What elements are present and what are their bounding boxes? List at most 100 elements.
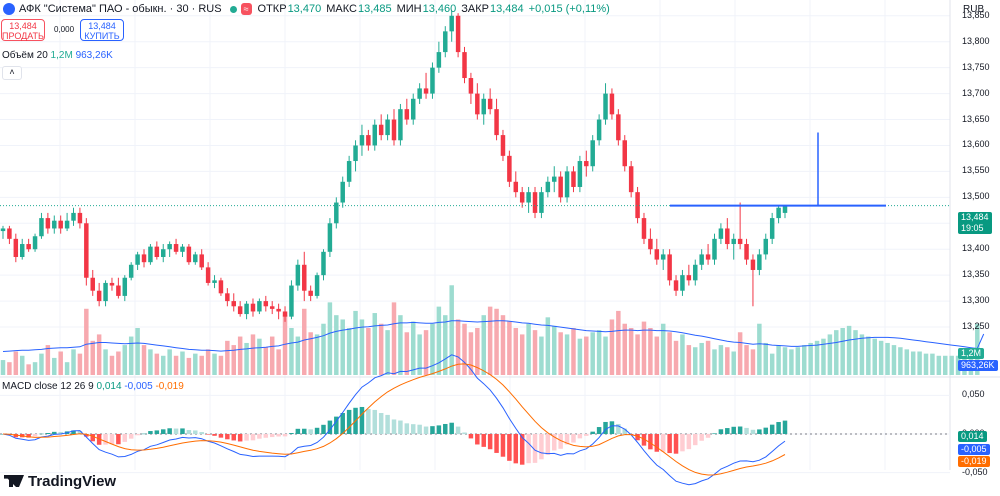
- volume-bar: [609, 319, 615, 375]
- macd-histogram-bar: [750, 429, 756, 434]
- candle-body: [417, 88, 422, 99]
- volume-bar: [891, 345, 897, 375]
- symbol-title[interactable]: АФК "Система" ПАО - обыкн. · 30 · RUS: [19, 3, 222, 15]
- volume-bar: [77, 353, 83, 375]
- macd-histogram-bar: [109, 434, 115, 445]
- macd-histogram-bar: [116, 434, 121, 445]
- volume-bar: [686, 345, 692, 375]
- price-axis-tick: 13,800: [962, 35, 990, 46]
- candle-body: [45, 218, 51, 229]
- volume-bar: [943, 355, 948, 375]
- volume-bar: [423, 330, 429, 375]
- macd-histogram-bar: [225, 434, 230, 440]
- price-axis-tick: 13,600: [962, 139, 990, 150]
- macd-histogram-bar: [577, 434, 583, 439]
- candle-body: [250, 303, 256, 312]
- macd-histogram-bar: [45, 433, 51, 434]
- candle-body: [628, 166, 634, 193]
- macd-histogram-bar: [289, 433, 294, 434]
- candle-body: [237, 306, 243, 315]
- chevron-up-icon[interactable]: ˄: [2, 66, 22, 80]
- volume-bar: [923, 353, 929, 375]
- macd-histogram-bar: [26, 434, 31, 438]
- candle-body: [302, 264, 307, 291]
- macd-histogram-bar: [449, 422, 454, 434]
- volume-bar: [571, 328, 576, 375]
- candle-body: [212, 280, 217, 283]
- candle-body: [423, 88, 429, 94]
- volume-bar: [225, 340, 230, 375]
- volume-bar: [917, 351, 922, 375]
- volume-bar: [641, 321, 647, 375]
- volume-bar: [827, 334, 833, 375]
- price-axis-tick: 13,400: [962, 243, 990, 254]
- volume-bar: [391, 302, 397, 375]
- candle-body: [205, 267, 211, 283]
- macd-histogram-bar: [154, 430, 160, 434]
- volume-bar: [13, 351, 19, 375]
- sell-price: 13,484: [9, 21, 37, 31]
- macd-histogram-bar: [443, 423, 448, 434]
- macd-histogram-bar: [193, 430, 198, 434]
- sell-button[interactable]: 13,484 ПРОДАТЬ: [1, 19, 45, 41]
- volume-bar: [564, 334, 570, 375]
- buy-label: КУПИТЬ: [84, 31, 120, 41]
- currency-label[interactable]: RUB: [963, 4, 985, 15]
- volume-bar: [545, 317, 551, 375]
- volume-bar: [327, 302, 333, 375]
- candle-body: [58, 220, 63, 229]
- volume-bar: [750, 349, 756, 375]
- macd-legend[interactable]: MACD close 12 26 9 0,014 -0,005 -0,019: [2, 381, 184, 392]
- volume-bar: [885, 342, 890, 375]
- volume-legend[interactable]: Объём 20 1,2M 963,26K: [2, 50, 113, 61]
- volume-bar: [308, 332, 313, 375]
- buy-price: 13,484: [88, 21, 116, 31]
- macd-histogram-bar: [282, 434, 288, 437]
- volume-bar: [616, 310, 621, 375]
- volume-bar: [904, 349, 910, 375]
- buy-button[interactable]: 13,484 КУПИТЬ: [80, 19, 124, 41]
- volume-bar: [45, 345, 51, 375]
- macd-histogram-bar: [103, 434, 108, 445]
- candle-body: [404, 109, 410, 120]
- macd-histogram-bar: [654, 434, 660, 452]
- macd-histogram-bar: [295, 428, 301, 434]
- tradingview-logo[interactable]: TradingView: [4, 472, 116, 490]
- candle-body: [577, 161, 583, 187]
- volume-bar: [731, 351, 736, 375]
- macd-histogram-bar: [378, 413, 384, 434]
- volume-bar: [193, 353, 198, 375]
- volume-legend-label: Объём 20: [2, 50, 48, 61]
- volume-bar: [475, 328, 480, 375]
- candle-body: [622, 140, 627, 167]
- sell-label: ПРОДАТЬ: [2, 31, 44, 41]
- macd-histogram-bar: [237, 434, 243, 442]
- volume-bar: [19, 355, 25, 375]
- volume-bar: [7, 362, 12, 375]
- volume-bar: [680, 334, 685, 375]
- macd-histogram-bar: [308, 429, 313, 434]
- price-axis-tick: 13,700: [962, 87, 990, 98]
- volume-bar: [161, 355, 166, 375]
- volume-bar: [648, 328, 653, 375]
- candle-body: [744, 244, 749, 260]
- macd-legend-macd: -0,005: [124, 381, 153, 392]
- close-value: 13,484: [490, 3, 524, 15]
- candle-body: [558, 176, 563, 198]
- candle-body: [693, 264, 698, 281]
- candle-body: [654, 249, 660, 260]
- candle-body: [641, 218, 647, 239]
- candle-body: [584, 161, 589, 167]
- candle-body: [481, 98, 486, 115]
- macd-histogram-bar: [148, 431, 153, 434]
- volume-bar: [500, 315, 506, 375]
- change-value: +0,015 (+0,11%): [528, 3, 610, 15]
- volume-bar: [910, 351, 916, 375]
- candle-body: [0, 228, 6, 232]
- volume-bar: [398, 315, 403, 375]
- macd-histogram-tag: 0,014: [958, 431, 987, 442]
- macd-histogram-bar: [673, 434, 679, 454]
- macd-line-tag: -0,005: [958, 444, 990, 455]
- macd-histogram-bar: [693, 434, 698, 446]
